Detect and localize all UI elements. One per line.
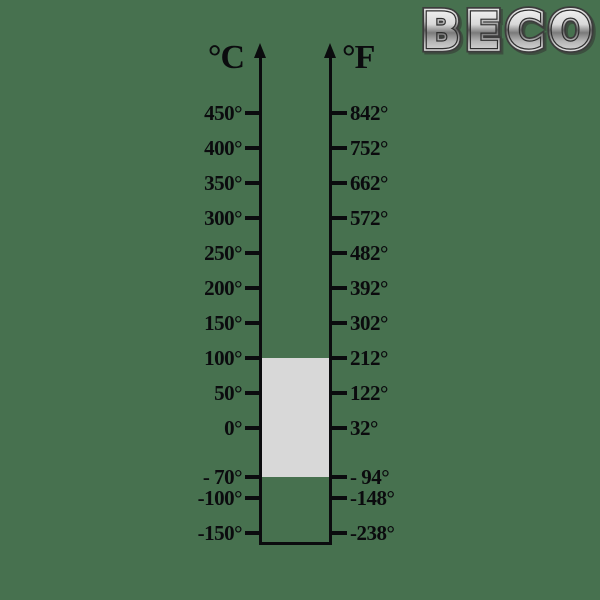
fahrenheit-tick-label: - 94° [350, 465, 390, 489]
celsius-tick-label: 250° [204, 241, 242, 265]
celsius-tick-mark [245, 111, 260, 115]
celsius-tick-label: 200° [204, 276, 242, 300]
fahrenheit-tick-mark [331, 181, 347, 185]
celsius-tick-mark [245, 531, 260, 535]
logo-text-shadow: BECO [424, 4, 599, 58]
fahrenheit-axis-arrow-icon [324, 43, 336, 58]
fahrenheit-tick-mark [331, 531, 347, 535]
celsius-tick-mark [245, 496, 260, 500]
fahrenheit-tick-label: 572° [350, 206, 388, 230]
fahrenheit-tick-label: 842° [350, 101, 388, 125]
celsius-tick-mark [245, 146, 260, 150]
celsius-axis-label: °C [207, 39, 245, 76]
celsius-tick-label: 350° [204, 171, 242, 195]
fahrenheit-tick-label: 392° [350, 276, 388, 300]
fahrenheit-tick-mark [331, 356, 347, 360]
celsius-axis-arrow-icon [254, 43, 266, 58]
celsius-tick-mark [245, 356, 260, 360]
celsius-tick-label: 150° [204, 311, 242, 335]
celsius-tick-mark [245, 251, 260, 255]
fahrenheit-tick-mark [331, 321, 347, 325]
fahrenheit-tick-mark [331, 111, 347, 115]
celsius-tick-label: -150° [197, 521, 243, 545]
axis-bottom-connector-line [259, 542, 332, 545]
fahrenheit-tick-label: 302° [350, 311, 388, 335]
logo-text-outer-outline: BECO [422, 2, 597, 58]
celsius-tick-mark [245, 181, 260, 185]
celsius-tick-label: 300° [204, 206, 242, 230]
highlight-range [262, 358, 329, 477]
fahrenheit-tick-label: 122° [350, 381, 388, 405]
celsius-tick-label: 100° [204, 346, 242, 370]
beco-logo: BECO BECO BECO BECO BECO [420, 2, 599, 58]
celsius-tick-label: 400° [204, 136, 242, 160]
celsius-tick-label: 450° [204, 101, 242, 125]
fahrenheit-tick-mark [331, 251, 347, 255]
logo-text-face: BECO [422, 2, 597, 58]
fahrenheit-tick-label: 482° [350, 241, 388, 265]
fahrenheit-tick-label: -238° [350, 521, 395, 545]
fahrenheit-tick-mark [331, 496, 347, 500]
celsius-tick-label: 50° [214, 381, 242, 405]
fahrenheit-axis-line [329, 58, 332, 545]
celsius-tick-label: - 70° [202, 465, 243, 489]
fahrenheit-axis-label: °F [342, 39, 375, 76]
celsius-tick-mark [245, 426, 260, 430]
logo-text-inner-outline: BECO [422, 2, 597, 58]
fahrenheit-tick-label: -148° [350, 486, 395, 510]
celsius-tick-label: -100° [197, 486, 243, 510]
celsius-tick-mark [245, 475, 260, 479]
celsius-tick-label: 0° [224, 416, 242, 440]
fahrenheit-tick-label: 32° [350, 416, 378, 440]
fahrenheit-tick-label: 752° [350, 136, 388, 160]
fahrenheit-tick-mark [331, 146, 347, 150]
celsius-tick-mark [245, 286, 260, 290]
celsius-tick-mark [245, 321, 260, 325]
celsius-tick-mark [245, 391, 260, 395]
fahrenheit-tick-mark [331, 426, 347, 430]
logo-text-silver-band: BECO [422, 2, 597, 58]
fahrenheit-tick-label: 212° [350, 346, 388, 370]
fahrenheit-tick-mark [331, 286, 347, 290]
fahrenheit-tick-label: 662° [350, 171, 388, 195]
fahrenheit-tick-mark [331, 216, 347, 220]
fahrenheit-tick-mark [331, 475, 347, 479]
celsius-axis-line [259, 58, 262, 545]
celsius-tick-mark [245, 216, 260, 220]
fahrenheit-tick-mark [331, 391, 347, 395]
